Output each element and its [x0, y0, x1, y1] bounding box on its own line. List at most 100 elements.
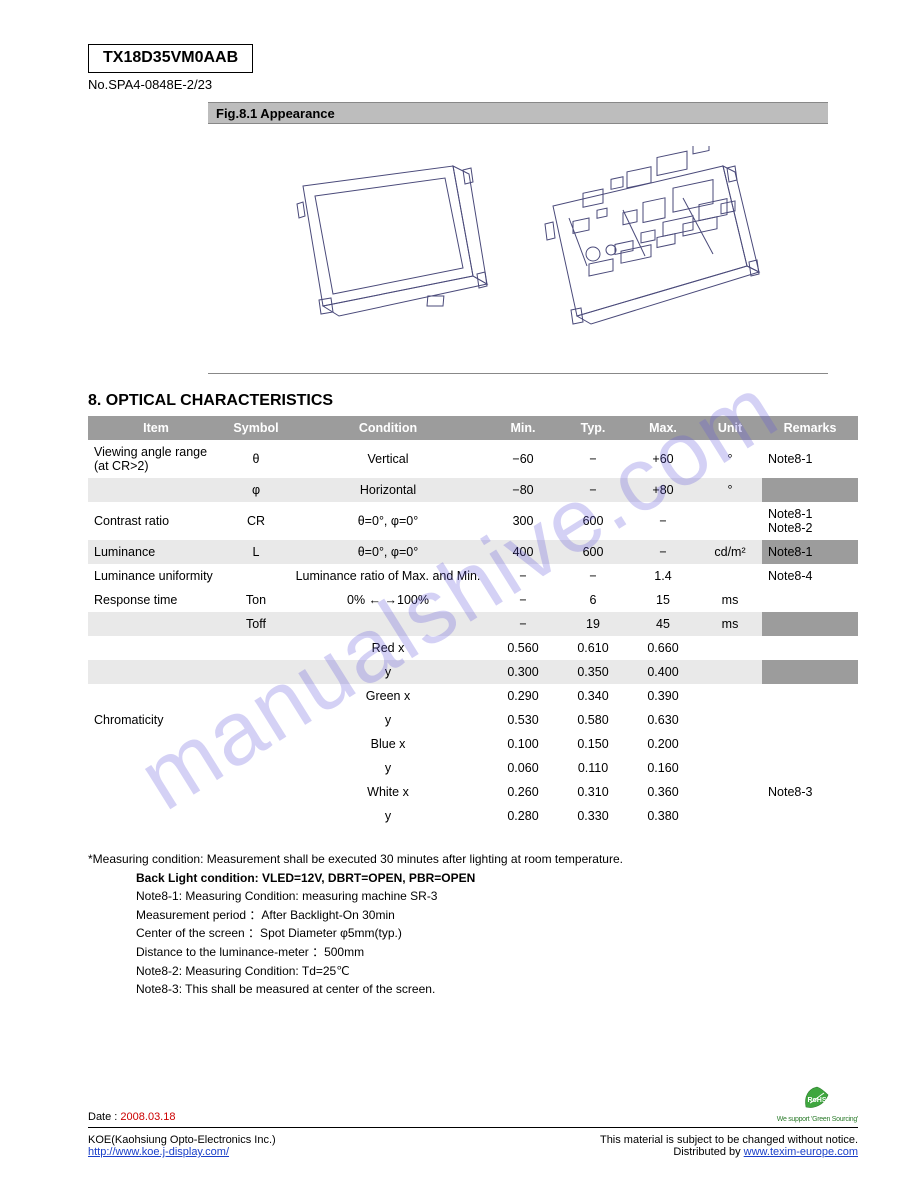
table-cell: Contrast ratio — [88, 502, 224, 540]
col-symbol: Symbol — [224, 416, 288, 440]
table-cell: Vertical — [288, 440, 488, 478]
footer-company-link[interactable]: http://www.koe.j-display.com/ — [88, 1146, 229, 1158]
table-cell — [88, 684, 224, 708]
table-cell: 0.530 — [488, 708, 558, 732]
spec-tbody: Viewing angle range (at CR>2)θVertical−6… — [88, 440, 858, 828]
rohs-badge: RoHS We support 'Green Sourcing' — [777, 1085, 858, 1123]
table-cell — [698, 708, 762, 732]
table-cell: 0.330 — [558, 804, 628, 828]
table-cell: Luminance uniformity — [88, 564, 224, 588]
col-typ: Typ. — [558, 416, 628, 440]
table-cell: Note8-1 Note8-2 — [762, 502, 858, 540]
table-cell: φ — [224, 478, 288, 502]
footer-dist-prefix: Distributed by — [673, 1146, 743, 1158]
table-cell: 0.340 — [558, 684, 628, 708]
table-cell — [698, 804, 762, 828]
notes-line-6: Note8-3: This shall be measured at cente… — [136, 980, 858, 999]
table-row: Chromaticity y0.5300.5800.630 — [88, 708, 858, 732]
table-cell: 0.160 — [628, 756, 698, 780]
table-cell: − — [558, 440, 628, 478]
page: TX18D35VM0AAB No.SPA4-0848E-2/23 Fig.8.1… — [0, 0, 918, 1188]
table-cell: ms — [698, 612, 762, 636]
table-cell: − — [488, 588, 558, 612]
model-number: TX18D35VM0AAB — [103, 49, 238, 66]
table-cell: Note8-3 — [762, 780, 858, 804]
table-cell: − — [628, 502, 698, 540]
table-cell: +80 — [628, 478, 698, 502]
model-box: TX18D35VM0AAB — [88, 44, 253, 73]
table-cell: ° — [698, 440, 762, 478]
footer-divider — [88, 1127, 858, 1128]
table-cell — [762, 804, 858, 828]
table-cell — [88, 636, 224, 660]
table-row: y0.2800.3300.380 — [88, 804, 858, 828]
table-cell — [88, 780, 224, 804]
table-cell: 0.300 — [488, 660, 558, 684]
table-cell: Chromaticity — [88, 708, 224, 732]
table-row: Red x0.5600.6100.660 — [88, 636, 858, 660]
table-cell: 0.360 — [628, 780, 698, 804]
table-cell — [762, 756, 858, 780]
table-cell: − — [558, 564, 628, 588]
footer: Date : 2008.03.18 RoHS We support 'Green… — [88, 1085, 858, 1158]
table-cell: +60 — [628, 440, 698, 478]
table-cell — [762, 588, 858, 612]
table-cell: Horizontal — [288, 478, 488, 502]
table-cell — [224, 708, 288, 732]
footer-company: KOE(Kaohsiung Opto-Electronics Inc.) — [88, 1134, 276, 1146]
device-front-icon — [273, 146, 493, 346]
table-cell: Note8-4 — [762, 564, 858, 588]
table-cell: L — [224, 540, 288, 564]
table-cell: y — [288, 660, 488, 684]
table-cell: −60 — [488, 440, 558, 478]
table-cell: Toff — [224, 612, 288, 636]
table-cell — [762, 478, 858, 502]
table-cell: Green x — [288, 684, 488, 708]
table-cell: 0.660 — [628, 636, 698, 660]
table-cell: 6 — [558, 588, 628, 612]
table-cell: θ — [224, 440, 288, 478]
table-cell: CR — [224, 502, 288, 540]
table-cell: 0.580 — [558, 708, 628, 732]
table-cell: cd/m² — [698, 540, 762, 564]
table-cell: 0.380 — [628, 804, 698, 828]
notes-line-5: Note8-2: Measuring Condition: Td=25℃ — [136, 962, 858, 981]
section-title: 8. OPTICAL CHARACTERISTICS — [88, 392, 858, 410]
table-cell — [224, 732, 288, 756]
rohs-leaf-icon: RoHS — [800, 1085, 834, 1115]
table-cell: 0.310 — [558, 780, 628, 804]
table-cell: 0.200 — [628, 732, 698, 756]
table-cell — [698, 636, 762, 660]
table-cell — [224, 564, 288, 588]
table-cell — [762, 612, 858, 636]
device-rear-icon — [523, 146, 763, 346]
table-row: LuminanceLθ=0°, φ=0°400600−cd/m²Note8-1 — [88, 540, 858, 564]
table-cell: 600 — [558, 540, 628, 564]
notes-line-4: Distance to the luminance-meter ：500mm — [136, 943, 858, 962]
table-row: y0.3000.3500.400 — [88, 660, 858, 684]
table-row: φHorizontal−80−+80° — [88, 478, 858, 502]
table-cell: Ton — [224, 588, 288, 612]
table-cell: 45 — [628, 612, 698, 636]
table-cell: 0.560 — [488, 636, 558, 660]
table-row: Blue x0.1000.1500.200 — [88, 732, 858, 756]
footer-dist-link[interactable]: www.texim-europe.com — [744, 1146, 858, 1158]
table-cell: θ=0°, φ=0° — [288, 502, 488, 540]
table-cell — [698, 684, 762, 708]
table-cell: θ=0°, φ=0° — [288, 540, 488, 564]
table-cell — [698, 780, 762, 804]
table-cell — [224, 684, 288, 708]
table-cell — [762, 732, 858, 756]
figure-title-bar: Fig.8.1 Appearance — [208, 102, 828, 124]
table-cell: Response time — [88, 588, 224, 612]
table-cell — [698, 756, 762, 780]
table-row: Green x0.2900.3400.390 — [88, 684, 858, 708]
table-cell — [88, 478, 224, 502]
table-cell — [762, 636, 858, 660]
table-cell — [224, 756, 288, 780]
col-cond: Condition — [288, 416, 488, 440]
table-cell: 0.630 — [628, 708, 698, 732]
table-cell — [698, 564, 762, 588]
figure-label: Fig.8.1 Appearance — [216, 106, 335, 121]
table-cell — [224, 660, 288, 684]
